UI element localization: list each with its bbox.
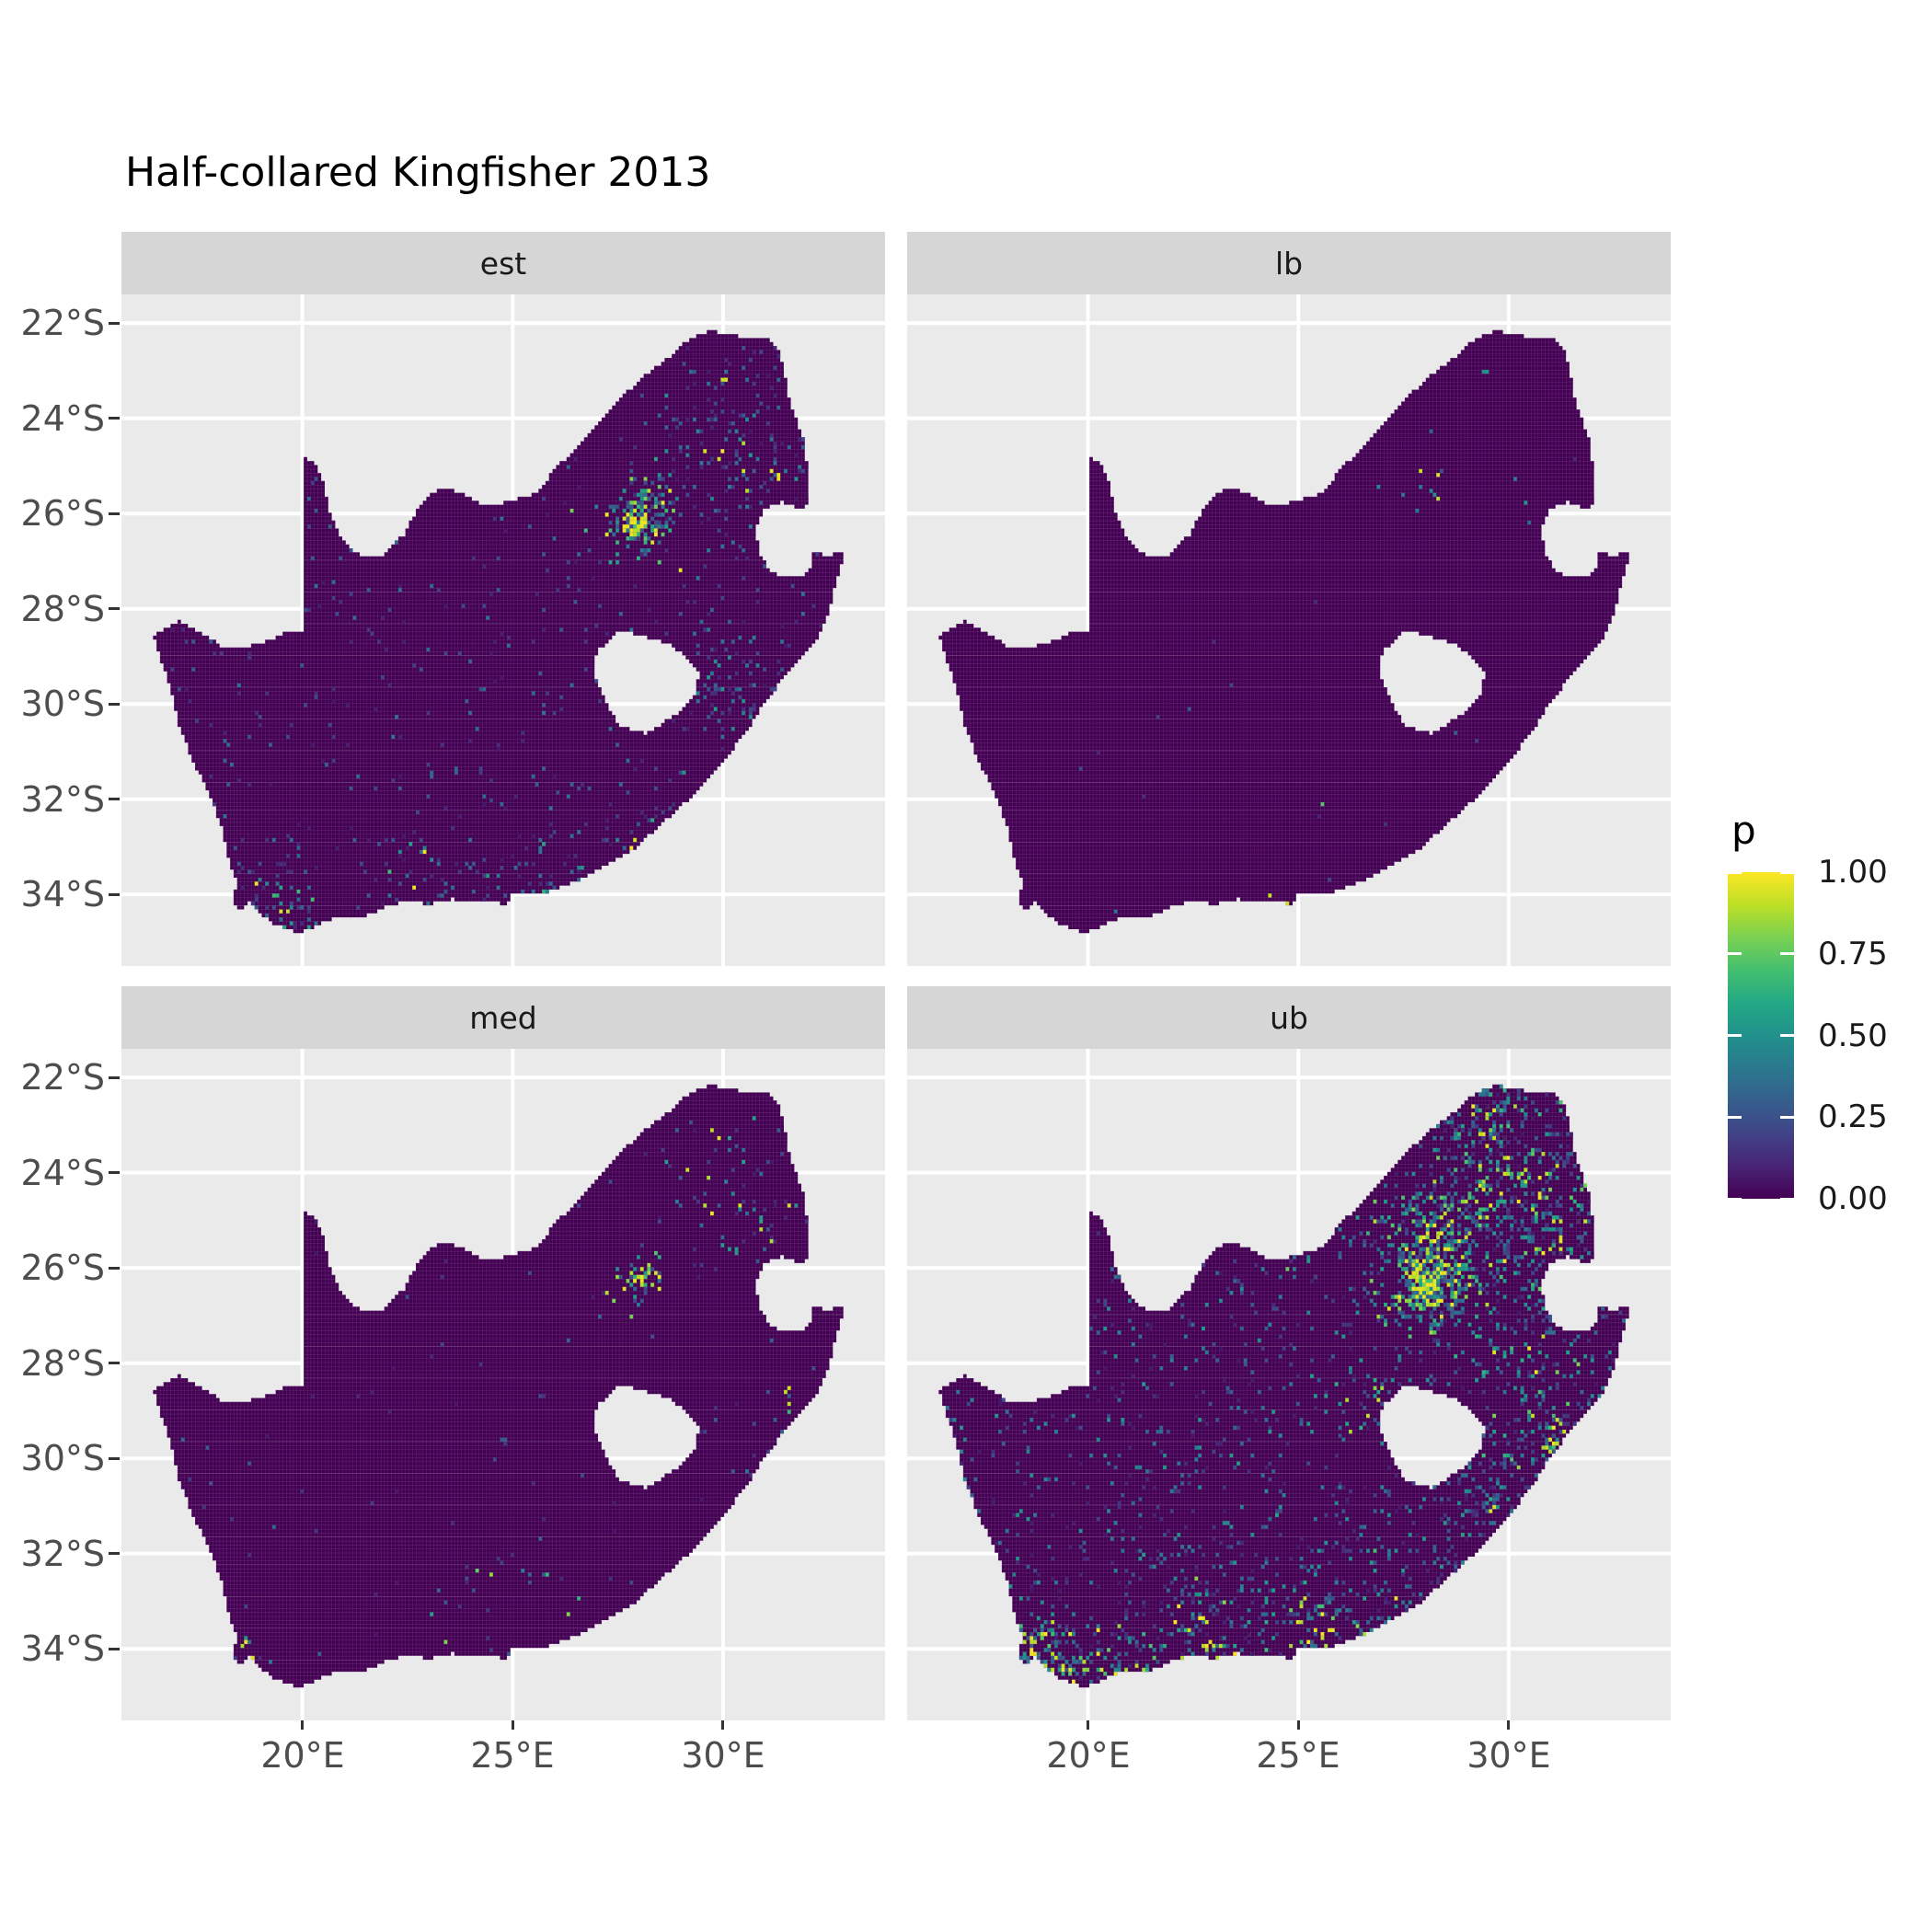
facet-panel-est — [121, 294, 885, 966]
y-axis-label: 22°S — [20, 303, 105, 343]
map-speckles-med — [180, 1116, 816, 1664]
map-speckles-est — [170, 346, 822, 930]
x-axis-label: 25°E — [470, 1735, 555, 1776]
facet-strip-label-med: med — [469, 999, 537, 1036]
y-axis-label: 28°S — [20, 589, 105, 629]
legend-tick — [1780, 871, 1794, 874]
y-axis-tick — [109, 1267, 120, 1270]
y-axis-tick — [109, 703, 120, 706]
facet-strip-label-est: est — [479, 245, 527, 282]
y-axis-label: 30°S — [20, 1438, 105, 1478]
y-axis-tick — [109, 1457, 120, 1460]
legend-tick — [1780, 1116, 1794, 1119]
y-axis-label: 22°S — [20, 1057, 105, 1098]
map-cell-grid-lb — [938, 329, 1629, 934]
x-axis-tick — [512, 1720, 514, 1730]
map-cell-grid-med — [153, 1084, 844, 1688]
facet-map-med — [121, 1049, 885, 1720]
y-axis-tick — [109, 893, 120, 896]
legend-tick-label: 0.25 — [1818, 1098, 1888, 1135]
y-axis-tick — [109, 322, 120, 325]
facet-strip-med: med — [121, 986, 885, 1049]
legend-tick — [1728, 952, 1742, 955]
x-axis-tick — [1087, 1720, 1089, 1730]
y-axis-tick — [109, 1552, 120, 1555]
x-axis-tick — [1297, 1720, 1300, 1730]
y-axis-tick — [109, 1362, 120, 1364]
x-axis-label: 20°E — [1046, 1735, 1131, 1776]
legend-tick — [1780, 1034, 1794, 1037]
x-axis-tick — [301, 1720, 304, 1730]
facet-panel-med — [121, 1049, 885, 1720]
legend-tick — [1780, 1198, 1794, 1201]
facet-strip-ub: ub — [907, 986, 1671, 1049]
y-axis-label: 34°S — [20, 874, 105, 914]
x-axis-label: 30°E — [681, 1735, 765, 1776]
legend-tick — [1728, 1034, 1742, 1037]
legend-tick — [1780, 952, 1794, 955]
legend-tick — [1728, 871, 1742, 874]
x-axis-tick — [1507, 1720, 1510, 1730]
x-axis-label: 25°E — [1256, 1735, 1340, 1776]
facet-map-lb — [907, 294, 1671, 966]
y-axis-label: 24°S — [20, 398, 105, 439]
y-axis-tick — [109, 607, 120, 610]
facet-strip-label-ub: ub — [1270, 999, 1308, 1036]
y-axis-tick — [109, 1648, 120, 1650]
figure-title: Half-collared Kingfisher 2013 — [125, 149, 711, 196]
legend-title: p — [1731, 808, 1756, 853]
facet-strip-label-lb: lb — [1274, 245, 1304, 282]
legend-tick-label: 0.75 — [1818, 936, 1888, 972]
y-axis-label: 26°S — [20, 493, 105, 534]
x-axis-tick — [721, 1720, 724, 1730]
map-speckles-lb — [1078, 369, 1577, 914]
map-speckles-ub — [945, 1084, 1626, 1685]
map-cell-grid-ub — [938, 1084, 1629, 1688]
facet-map-ub — [907, 1049, 1671, 1720]
legend-tick-label: 1.00 — [1818, 854, 1888, 891]
y-axis-label: 30°S — [20, 684, 105, 724]
x-axis-label: 30°E — [1466, 1735, 1551, 1776]
legend-tick-label: 0.00 — [1818, 1180, 1888, 1217]
legend-tick — [1728, 1198, 1742, 1201]
y-axis-tick — [109, 1076, 120, 1079]
y-axis-label: 32°S — [20, 779, 105, 820]
facet-strip-est: est — [121, 232, 885, 294]
facet-panel-lb — [907, 294, 1671, 966]
y-axis-tick — [109, 417, 120, 420]
facet-map-est — [121, 294, 885, 966]
map-cell-grid-est — [153, 329, 844, 934]
legend-tick — [1728, 1116, 1742, 1119]
y-axis-tick — [109, 1171, 120, 1174]
facet-panel-ub — [907, 1049, 1671, 1720]
y-axis-label: 28°S — [20, 1343, 105, 1384]
x-axis-label: 20°E — [260, 1735, 345, 1776]
y-axis-tick — [109, 512, 120, 515]
y-axis-tick — [109, 798, 120, 800]
y-axis-label: 34°S — [20, 1628, 105, 1669]
y-axis-label: 24°S — [20, 1153, 105, 1193]
legend-tick-label: 0.50 — [1818, 1018, 1888, 1054]
facet-strip-lb: lb — [907, 232, 1671, 294]
y-axis-label: 32°S — [20, 1534, 105, 1574]
y-axis-label: 26°S — [20, 1248, 105, 1288]
